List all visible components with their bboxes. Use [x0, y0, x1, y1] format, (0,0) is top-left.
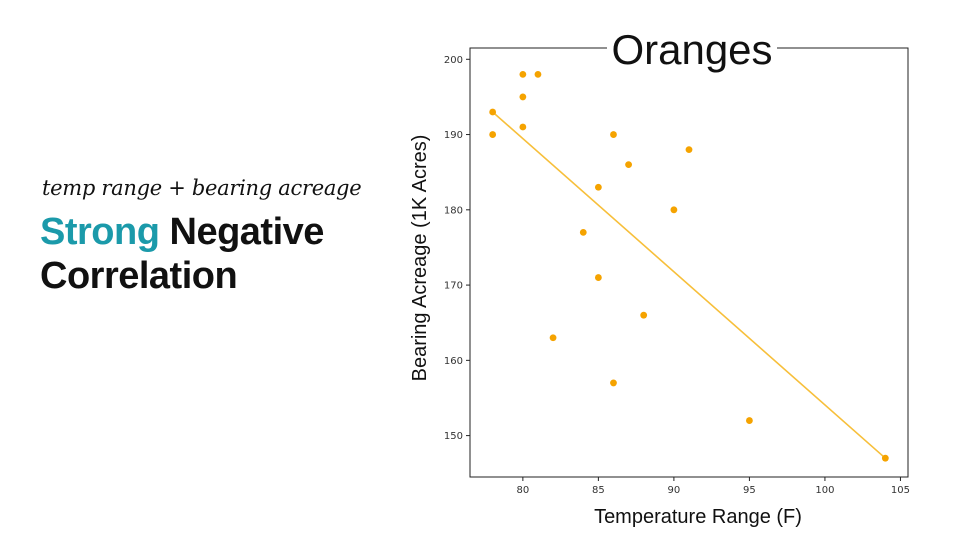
- x-tick-label: 95: [743, 485, 756, 496]
- data-point: [610, 379, 617, 387]
- y-tick-label: 160: [444, 356, 463, 367]
- data-point: [881, 454, 889, 462]
- x-tick-label: 80: [516, 485, 529, 496]
- headline-word-correlation: Correlation: [40, 255, 238, 297]
- data-point: [685, 146, 693, 154]
- data-point: [519, 70, 527, 78]
- x-axis-title: Temperature Range (F): [594, 506, 802, 528]
- trend-line: [492, 111, 886, 459]
- data-point: [534, 70, 542, 78]
- data-point: [579, 228, 587, 236]
- y-tick-label: 180: [444, 205, 463, 216]
- plot-area-frame: [469, 47, 909, 478]
- x-axis-ticks: 80 85 90 95 100 105: [516, 477, 910, 496]
- data-point: [670, 206, 678, 214]
- x-tick-label: 105: [891, 485, 910, 496]
- data-point: [610, 131, 617, 138]
- data-point: [489, 108, 497, 116]
- data-point: [625, 161, 632, 169]
- data-point: [640, 311, 648, 319]
- data-point: [594, 274, 602, 281]
- x-tick-label: 100: [815, 485, 834, 496]
- headline-accent-word: Strong: [40, 211, 160, 253]
- data-point: [594, 183, 602, 191]
- x-tick-label: 90: [668, 485, 681, 496]
- data-point: [519, 93, 527, 101]
- data-point: [549, 334, 557, 342]
- chart-title-background: [607, 22, 777, 74]
- y-axis-ticks: 150 160 170 180 190 200: [444, 55, 470, 442]
- data-point: [519, 123, 527, 131]
- y-tick-label: 190: [444, 130, 463, 141]
- y-tick-label: 170: [444, 281, 463, 292]
- data-points: [489, 70, 889, 462]
- headline-word-negative: Negative: [169, 211, 325, 253]
- x-tick-label: 85: [592, 485, 605, 496]
- slide-subtitle: temp range + bearing acreage: [42, 176, 362, 200]
- chart-title: Oranges: [611, 26, 772, 73]
- slide-headline: Strong Negative Correlation: [40, 210, 360, 298]
- y-tick-label: 200: [444, 55, 463, 66]
- data-point: [489, 131, 497, 138]
- y-tick-label: 150: [444, 431, 463, 442]
- y-axis-title: Bearing Acreage (1K Acres): [409, 135, 431, 382]
- data-point: [746, 417, 753, 424]
